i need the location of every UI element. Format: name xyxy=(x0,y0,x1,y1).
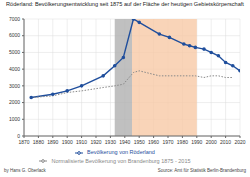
svg-text:1960: 1960 xyxy=(148,139,159,145)
svg-text:1970: 1970 xyxy=(162,139,173,145)
svg-text:1930: 1930 xyxy=(105,139,116,145)
svg-text:1920: 1920 xyxy=(90,139,101,145)
svg-text:4000: 4000 xyxy=(9,66,20,72)
svg-text:1900: 1900 xyxy=(62,139,73,145)
svg-text:1880: 1880 xyxy=(33,139,44,145)
svg-text:1870: 1870 xyxy=(18,139,29,145)
svg-text:2000: 2000 xyxy=(9,99,20,105)
svg-text:6000: 6000 xyxy=(9,32,20,38)
svg-text:1950: 1950 xyxy=(134,139,145,145)
svg-text:5000: 5000 xyxy=(9,49,20,55)
svg-text:2020: 2020 xyxy=(234,139,242,145)
svg-text:3000: 3000 xyxy=(9,83,20,89)
svg-text:2000: 2000 xyxy=(206,139,217,145)
svg-text:0: 0 xyxy=(17,133,20,139)
html-text:Bevölkerung von Röderland: Bevölkerung von Röderland xyxy=(87,149,155,155)
svg-text:2010: 2010 xyxy=(220,139,231,145)
svg-text:1000: 1000 xyxy=(9,116,20,122)
svg-text:7000: 7000 xyxy=(9,17,20,22)
svg-text:1980: 1980 xyxy=(177,139,188,145)
html-text:Normalisierte Bevölkerung von: Normalisierte Bevölkerung von Brandenbur… xyxy=(51,157,191,164)
svg-text:1910: 1910 xyxy=(76,139,87,145)
html-text:by Hans G. Oberlack: by Hans G. Oberlack xyxy=(4,168,46,173)
svg-text:1890: 1890 xyxy=(47,139,58,145)
svg-text:1940: 1940 xyxy=(119,139,130,145)
svg-text:1990: 1990 xyxy=(191,139,202,145)
html-text:Source: Amt für Statistik Berl: Source: Amt für Statistik Berlin-Branden… xyxy=(157,168,246,173)
html-text:Röderland: Bevölkerungsentwick: Röderland: Bevölkerungsentwicklung seit … xyxy=(6,1,244,7)
